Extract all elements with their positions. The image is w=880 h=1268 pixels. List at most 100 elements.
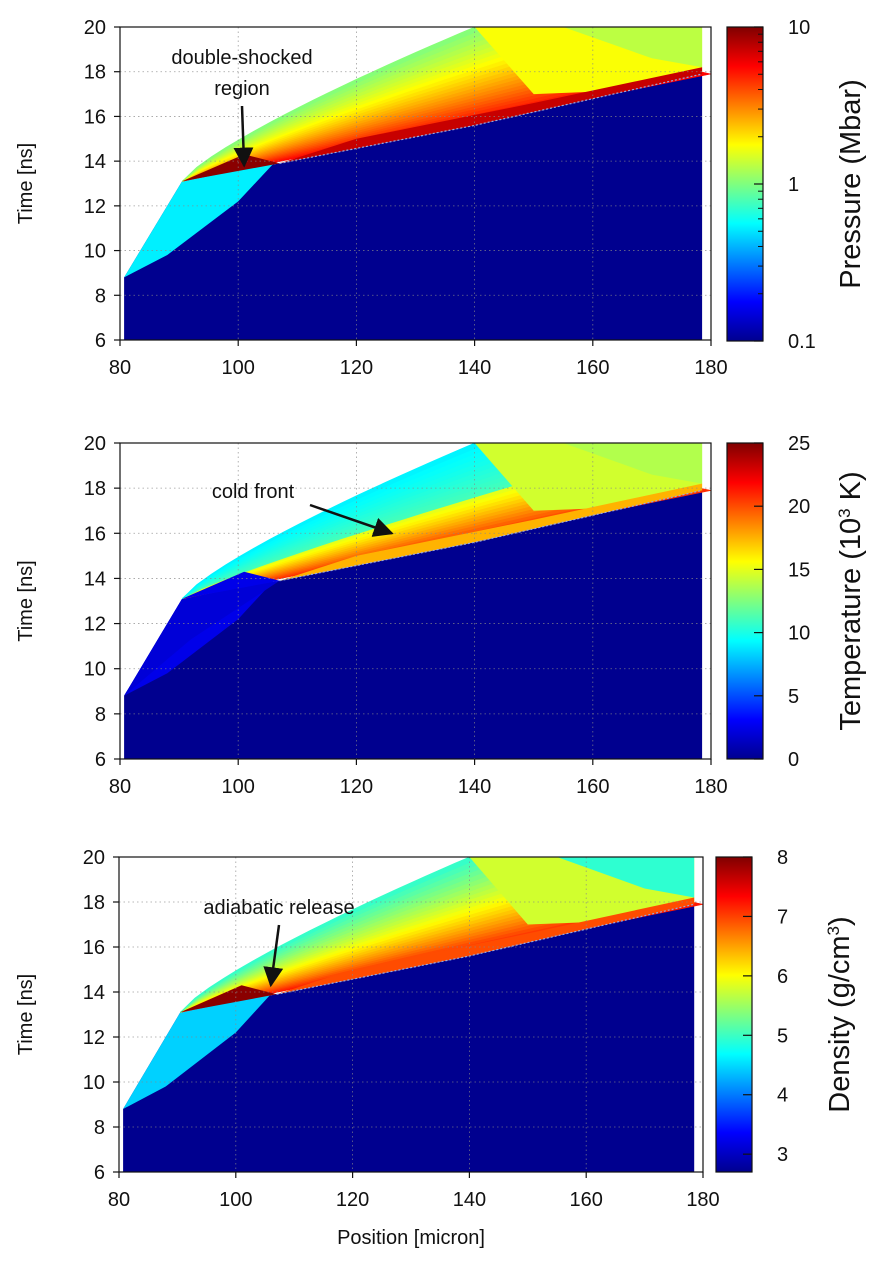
y-axis-label: Time [ns] bbox=[15, 143, 37, 225]
unshocked-region bbox=[123, 904, 695, 1172]
y-tick-label: 14 bbox=[84, 151, 106, 173]
annotation: cold front bbox=[212, 481, 394, 537]
x-tick-label: 80 bbox=[108, 1189, 130, 1211]
colorbar: 0 5 10 15 20 25 Temperature (103 K) bbox=[726, 433, 867, 771]
shock-front-glow bbox=[276, 897, 695, 995]
y-tick-label: 8 bbox=[95, 704, 106, 726]
x-axis-label: Position [micron] bbox=[337, 1227, 485, 1249]
first-shock-region bbox=[123, 994, 271, 1109]
annotation-text: cold front bbox=[212, 481, 295, 503]
y-tick-label: 6 bbox=[94, 1162, 105, 1184]
y-tick-label: 16 bbox=[84, 106, 106, 128]
colorbar-tick-label: 8 bbox=[777, 847, 788, 869]
y-tick-label: 16 bbox=[84, 523, 106, 545]
y-tick-label: 6 bbox=[95, 330, 106, 352]
shock-front-glow bbox=[279, 483, 703, 581]
y-tick-label: 18 bbox=[83, 892, 105, 914]
heatmap-field bbox=[123, 856, 704, 1172]
x-tick-label: 100 bbox=[219, 1189, 252, 1211]
colorbar-tick-label: 6 bbox=[777, 966, 788, 988]
y-tick-label: 14 bbox=[83, 982, 105, 1004]
heatmap-field bbox=[124, 442, 712, 759]
x-tick-label: 160 bbox=[570, 1189, 603, 1211]
colorbar-label-main: Density (g/cm bbox=[824, 935, 856, 1112]
x-tick-label: 160 bbox=[576, 776, 609, 798]
panel-density: 80 100 120 140 160 180 6 8 10 12 14 16 18 20 Time [ns]… bbox=[15, 847, 856, 1249]
colorbar-gradient bbox=[726, 442, 764, 760]
annotation-text: region bbox=[214, 78, 270, 100]
colorbar-tick-label: 0.1 bbox=[788, 331, 816, 353]
colorbar-tick-label: 1 bbox=[788, 174, 799, 196]
colorbar-tick-label: 5 bbox=[788, 686, 799, 708]
colorbar-tick-label: 10 bbox=[788, 623, 810, 645]
y-tick-label: 8 bbox=[94, 1117, 105, 1139]
y-tick-label: 10 bbox=[84, 241, 106, 263]
colorbar-tick-label: 10 bbox=[788, 17, 810, 39]
y-tick-label: 16 bbox=[83, 937, 105, 959]
release-fan-edge bbox=[563, 27, 703, 68]
plot-frame bbox=[118, 856, 704, 1173]
x-tick-label: 120 bbox=[336, 1189, 369, 1211]
annotation: double-shocked region bbox=[171, 47, 313, 168]
colorbar-label-tail: K) bbox=[835, 471, 867, 508]
colorbar-label: Pressure (Mbar) bbox=[835, 79, 867, 289]
colorbar-label-main: Temperature (10 bbox=[835, 518, 867, 731]
annotation: adiabatic release bbox=[203, 897, 355, 988]
y-tick-label: 20 bbox=[84, 433, 106, 455]
y-axis-label: Time [ns] bbox=[15, 974, 37, 1056]
y-tick-label: 10 bbox=[84, 659, 106, 681]
x-tick-label: 100 bbox=[222, 357, 255, 379]
colorbar-label: Temperature (103 K) bbox=[835, 471, 867, 730]
colorbar-tick-label: 3 bbox=[777, 1144, 788, 1166]
x-tick-label: 180 bbox=[694, 776, 727, 798]
y-tick-label: 12 bbox=[84, 196, 106, 218]
colorbar-label-superscript: 3 bbox=[835, 508, 854, 517]
colorbar-tick-label: 7 bbox=[777, 906, 788, 928]
unshocked-region bbox=[124, 490, 703, 759]
colorbar-label: Density (g/cm3) bbox=[824, 916, 856, 1112]
axes: 80 100 120 140 160 180 6 8 10 12 14 16 18 20 Time [ns] bbox=[15, 433, 728, 798]
axes: 80 100 120 140 160 180 6 8 10 12 14 16 18 20 Time [ns]… bbox=[15, 847, 720, 1249]
colorbar-tick-label: 4 bbox=[777, 1085, 788, 1107]
axes: 80 100 120 140 160 180 6 8 10 12 14 16 18 20 Time [ns] bbox=[15, 17, 728, 379]
annotation-text: double-shocked bbox=[171, 47, 312, 69]
y-tick-label: 12 bbox=[84, 614, 106, 636]
panel-pressure: 80 100 120 140 160 180 6 8 10 12 14 16 18 20 Time [ns]… bbox=[15, 17, 867, 379]
y-axis-label: Time [ns] bbox=[15, 560, 37, 642]
y-tick-label: 12 bbox=[83, 1027, 105, 1049]
x-tick-label: 120 bbox=[340, 357, 373, 379]
colorbar: 0.1 1 10 Pressure (Mbar) bbox=[726, 17, 867, 353]
first-shock-region-shade bbox=[124, 580, 280, 696]
x-tick-label: 140 bbox=[458, 357, 491, 379]
annotation-arrow bbox=[263, 924, 284, 988]
annotation-arrow bbox=[233, 105, 254, 168]
wedge-region bbox=[180, 985, 277, 1013]
x-tick-label: 160 bbox=[576, 357, 609, 379]
colorbar-tick-label: 20 bbox=[788, 496, 810, 518]
unshocked-region bbox=[124, 74, 703, 340]
colorbar-gradient bbox=[715, 856, 753, 1173]
first-shock-region bbox=[124, 580, 274, 696]
x-tick-label: 100 bbox=[222, 776, 255, 798]
heatmap-field bbox=[124, 26, 712, 340]
plot-frame bbox=[119, 442, 712, 760]
colorbar-label-tail: ) bbox=[824, 916, 856, 926]
release-fan-edge bbox=[557, 857, 695, 898]
y-tick-label: 20 bbox=[84, 17, 106, 39]
x-tick-label: 180 bbox=[686, 1189, 719, 1211]
x-tick-label: 80 bbox=[109, 776, 131, 798]
colorbar: 3 4 5 6 7 8 Density (g/cm3) bbox=[715, 847, 856, 1173]
y-tick-label: 20 bbox=[83, 847, 105, 869]
y-tick-label: 10 bbox=[83, 1072, 105, 1094]
y-tick-label: 18 bbox=[84, 478, 106, 500]
x-tick-label: 140 bbox=[453, 1189, 486, 1211]
colorbar-tick-label: 5 bbox=[777, 1025, 788, 1047]
shock-front-glow bbox=[279, 67, 703, 164]
annotation-arrow bbox=[309, 503, 394, 537]
y-tick-label: 14 bbox=[84, 568, 106, 590]
colorbar-tick-label: 0 bbox=[788, 749, 799, 771]
y-tick-label: 8 bbox=[95, 285, 106, 307]
plot-frame bbox=[119, 26, 712, 341]
